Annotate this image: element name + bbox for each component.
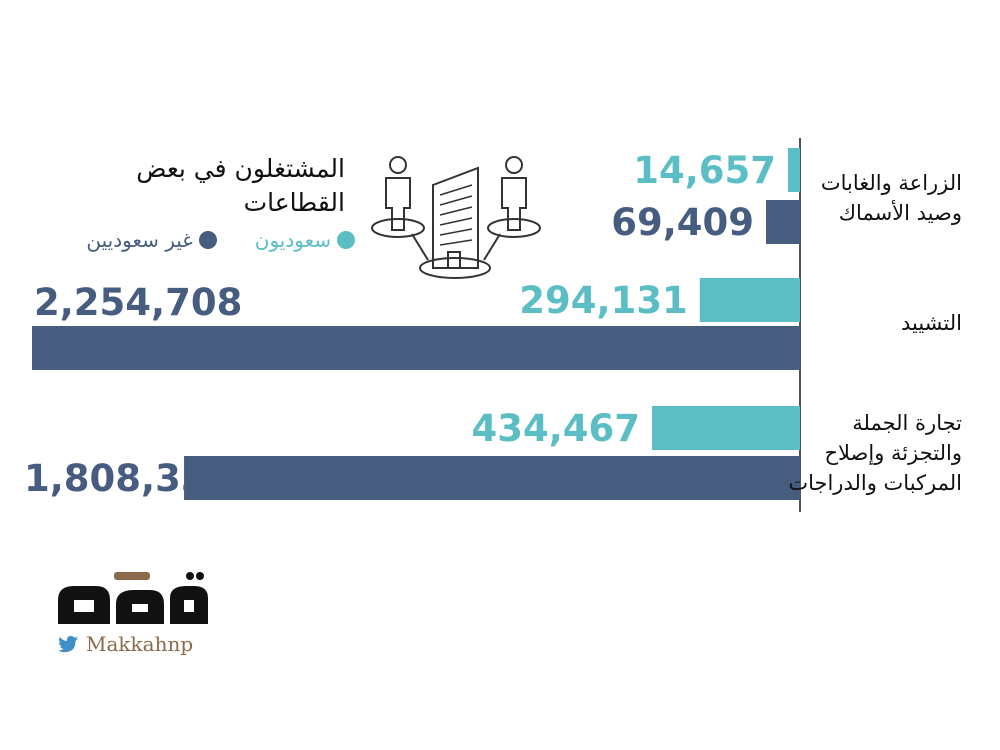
data-label-non-saudis-agriculture: 69,409 (611, 201, 754, 244)
legend-item-saudis: سعوديون (255, 228, 355, 252)
data-label-non-saudis-trade: 1,808,336 (24, 457, 232, 500)
twitter-bird-icon (58, 636, 79, 653)
bar-non-saudis-agriculture (766, 200, 800, 244)
chart-title: المشتغلون في بعض القطاعات (136, 154, 345, 217)
category-line: والتجزئة وإصلاح (824, 441, 962, 465)
category-line: تجارة الجملة (852, 411, 962, 435)
category-label-construction: التشييد (782, 308, 962, 338)
category-line: المركبات والدراجات (788, 471, 962, 495)
people-building-icon (371, 156, 541, 279)
legend-swatch-saudis (337, 231, 355, 249)
bar-saudis-agriculture (788, 148, 800, 192)
category-line: الزراعة والغابات (820, 171, 962, 195)
bar-non-saudis-trade (184, 456, 800, 500)
legend: سعوديون غير سعوديين (86, 228, 355, 252)
legend-item-non-saudis: غير سعوديين (86, 228, 217, 252)
bar-saudis-construction (699, 278, 800, 322)
logo-handle: Makkahnp (58, 632, 193, 656)
data-label-saudis-construction: 294,131 (519, 279, 688, 322)
bars-group: 14,657 294,131 434,467 69,409 2,254,708 1,808… (24, 148, 800, 500)
data-label-saudis-trade: 434,467 (471, 407, 640, 450)
data-label-non-saudis-construction: 2,254,708 (34, 281, 242, 324)
category-line: وصيد الأسماك (838, 201, 962, 225)
bar-non-saudis-construction (32, 326, 800, 370)
bar-saudis-trade (652, 406, 800, 450)
category-label-agriculture: الزراعة والغابات وصيد الأسماك (782, 168, 962, 228)
legend-label-saudis: سعوديون (254, 228, 331, 252)
logo-handle-text: Makkahnp (86, 632, 194, 656)
data-label-saudis-agriculture: 14,657 (633, 149, 776, 192)
makkah-logo (58, 572, 208, 624)
legend-swatch-non-saudis (198, 231, 217, 249)
legend-label-non-saudis: غير سعوديين (86, 228, 193, 252)
category-line: التشييد (900, 311, 962, 335)
category-label-trade: تجارة الجملة والتجزئة وإصلاح المركبات وا… (782, 408, 962, 498)
